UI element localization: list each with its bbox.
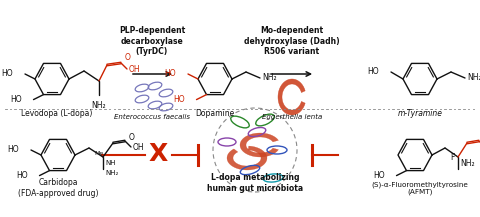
Text: HO: HO <box>16 171 27 180</box>
Text: NH₂: NH₂ <box>105 170 119 176</box>
Text: HO: HO <box>164 69 176 79</box>
Text: NH: NH <box>105 160 116 166</box>
Text: Dopamine: Dopamine <box>195 110 235 118</box>
Text: NH₂: NH₂ <box>467 74 480 82</box>
Text: F: F <box>450 153 455 162</box>
Text: HO: HO <box>1 69 13 79</box>
Polygon shape <box>227 146 267 170</box>
Text: HO: HO <box>10 95 22 104</box>
Text: OH: OH <box>133 143 144 153</box>
Text: PLP-dependent
decarboxylase
(TyrDC): PLP-dependent decarboxylase (TyrDC) <box>119 26 185 56</box>
Polygon shape <box>278 79 305 115</box>
Text: HO: HO <box>367 67 379 77</box>
Text: Levodopa (L-dopa): Levodopa (L-dopa) <box>21 110 93 118</box>
Text: m-Tyramine: m-Tyramine <box>397 110 443 118</box>
Text: NH₂: NH₂ <box>262 74 276 82</box>
Text: O: O <box>129 133 135 143</box>
Text: OH: OH <box>129 66 141 74</box>
Text: HO: HO <box>373 171 384 180</box>
Text: L-dopa metabolizing
human gut microbiota: L-dopa metabolizing human gut microbiota <box>207 173 303 193</box>
Text: (S)-α-Fluoromethyltyrosine
(AFMT): (S)-α-Fluoromethyltyrosine (AFMT) <box>372 181 468 195</box>
Polygon shape <box>240 133 278 157</box>
Text: Eggerthella lenta: Eggerthella lenta <box>262 114 322 120</box>
Text: O: O <box>125 54 131 62</box>
Text: X: X <box>148 142 168 166</box>
Text: NH₂: NH₂ <box>460 159 475 168</box>
Text: HO: HO <box>173 95 184 104</box>
Text: Carbidopa
(FDA-approved drug): Carbidopa (FDA-approved drug) <box>18 178 98 198</box>
Text: NH₂: NH₂ <box>92 101 106 110</box>
Text: Me: Me <box>94 151 103 156</box>
Text: Mo-dependent
dehydroxylase (Dadh)
R506 variant: Mo-dependent dehydroxylase (Dadh) R506 v… <box>244 26 340 56</box>
Text: Enterococcus faecalis: Enterococcus faecalis <box>114 114 190 120</box>
Text: HO: HO <box>7 146 19 155</box>
